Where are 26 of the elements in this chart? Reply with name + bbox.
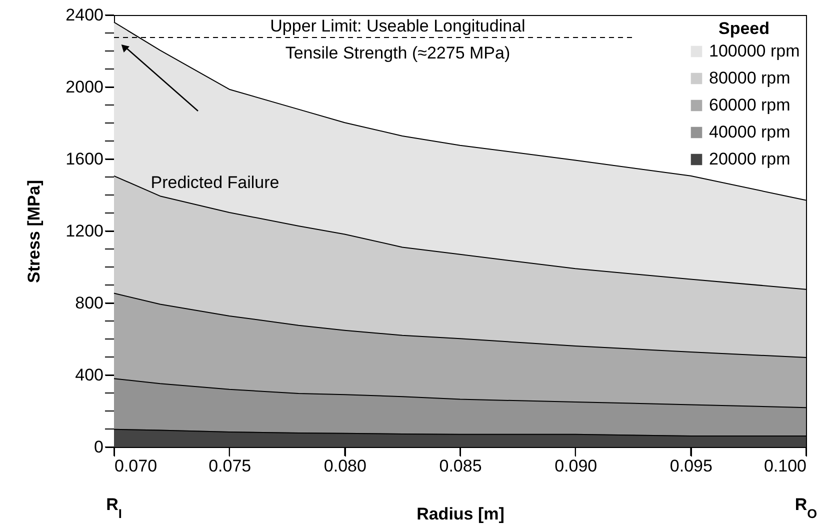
y-tick-label: 400 [75, 366, 104, 384]
legend-label: 60000 rpm [709, 96, 790, 114]
legend-label: 100000 rpm [709, 42, 800, 60]
x-tick-label: 0.100 [764, 456, 806, 476]
x-tick-label: 0.095 [670, 456, 712, 476]
legend-label: 40000 rpm [709, 122, 790, 142]
y-tick-label: 1600 [66, 150, 104, 168]
y-tick-label: 1200 [66, 222, 104, 240]
x-tick-label: 0.075 [208, 456, 252, 476]
text: R$_{O}$ [794, 495, 818, 520]
x-axis-title: Radius [m] [416, 504, 504, 524]
y-tick-label: 0 [94, 438, 104, 456]
y-tick-label: 2000 [66, 78, 104, 96]
x-tick-label: 0.085 [439, 456, 482, 476]
annotation: Predicted Failure [150, 173, 280, 192]
x-tick-label: 0.090 [554, 456, 598, 476]
legend-title: Speed [718, 19, 770, 38]
y-tick-label: 800 [75, 294, 104, 312]
ref-line-label: Upper Limit: Useable Longitudinal Tensile Strength (≈2275 MPa) [270, 16, 526, 62]
x-tick-label: 0.070 [114, 456, 158, 476]
x-tick-label: 0.080 [324, 456, 366, 476]
legend-label: 20000 rpm [709, 150, 790, 168]
y-axis-title: Stress [MPa] [24, 180, 44, 283]
legend-label: 80000 rpm [709, 68, 790, 88]
y-tick-label: 2400 [66, 6, 104, 24]
text: R$_{I}$ [106, 495, 122, 520]
